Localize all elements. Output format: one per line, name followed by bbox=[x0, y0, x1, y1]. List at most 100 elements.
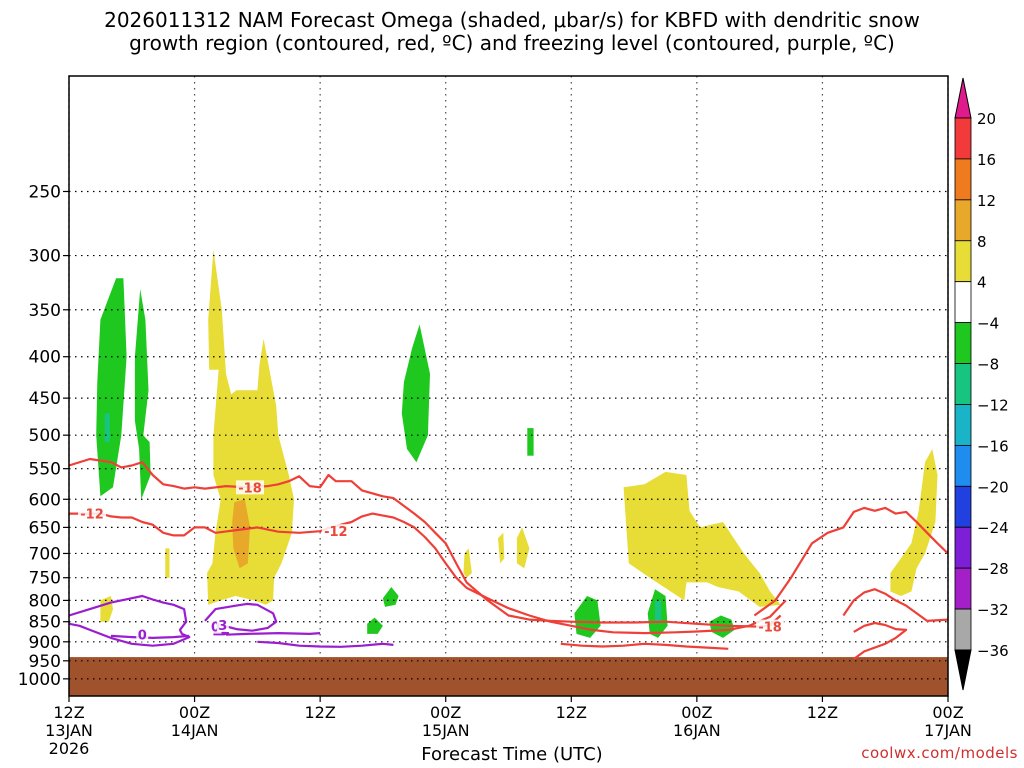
omega-region-19 bbox=[623, 471, 781, 607]
omega-region-14 bbox=[165, 548, 170, 578]
chart-title-line1: 2026011312 NAM Forecast Omega (shaded, μ… bbox=[104, 8, 920, 32]
x-tick-label-24-0: 12Z bbox=[304, 703, 335, 722]
y-tick-label-700: 700 bbox=[29, 544, 61, 564]
colorbar-label-13: −36 bbox=[977, 642, 1009, 660]
snow-growth-contour-2 bbox=[753, 506, 948, 617]
plot-frame bbox=[68, 75, 949, 697]
colorbar-label-5: −4 bbox=[977, 315, 999, 333]
colorbar-band-0 bbox=[954, 117, 972, 160]
colorbar-band-5 bbox=[954, 322, 972, 364]
x-tick-label-84-0: 00Z bbox=[932, 703, 963, 722]
y-tick-label-500: 500 bbox=[29, 426, 61, 446]
y-axis-tick-labels: 2503003504004505005506006507007508008509… bbox=[18, 182, 69, 690]
x-tick-label-36-0: 00Z bbox=[430, 703, 461, 722]
contour-label-bg-6 bbox=[216, 618, 229, 633]
colorbar-label-11: −28 bbox=[977, 560, 1009, 578]
x-tick-label-0-0: 12Z bbox=[53, 703, 84, 722]
colorbar-over-arrow bbox=[954, 77, 972, 119]
omega-region-10 bbox=[709, 615, 735, 638]
colorbar-label-4: 4 bbox=[977, 274, 987, 292]
contour-lines bbox=[69, 457, 948, 660]
freezing-level-contour-5 bbox=[225, 632, 321, 636]
colorbar-band-1 bbox=[954, 158, 972, 201]
colorbar-under-arrow bbox=[954, 649, 972, 691]
colorbar-label-8: −16 bbox=[977, 437, 1009, 455]
omega-region-7 bbox=[574, 596, 601, 638]
omega-region-18 bbox=[516, 527, 530, 569]
contour-label-5: 0 bbox=[211, 621, 220, 636]
y-tick-label-950: 950 bbox=[29, 652, 61, 672]
omega-region-16 bbox=[463, 548, 472, 578]
omega-region-3 bbox=[401, 324, 430, 463]
contour-label-3: -18 bbox=[758, 621, 782, 636]
colorbar-label-12: −32 bbox=[977, 601, 1009, 619]
omega-region-2 bbox=[134, 289, 151, 500]
y-tick-label-900: 900 bbox=[29, 633, 61, 653]
x-tick-label-48-0: 12Z bbox=[556, 703, 587, 722]
omega-region-11 bbox=[208, 249, 226, 374]
chart-title-line2: growth region (contoured, red, ºC) and f… bbox=[129, 31, 895, 55]
x-tick-label-0-1: 13JAN bbox=[45, 721, 93, 740]
plot-border bbox=[68, 75, 949, 697]
omega-region-4 bbox=[527, 428, 534, 456]
y-tick-label-550: 550 bbox=[29, 460, 61, 480]
omega-region-17 bbox=[498, 532, 505, 564]
x-tick-label-60-0: 00Z bbox=[681, 703, 712, 722]
x-tick-label-84-1: 17JAN bbox=[924, 721, 972, 740]
omega-region-5 bbox=[382, 587, 399, 607]
colorbar-band-3 bbox=[954, 240, 972, 283]
x-tick-label-12-0: 00Z bbox=[179, 703, 210, 722]
x-tick-label-72-0: 12Z bbox=[807, 703, 838, 722]
colorbar-band-12 bbox=[954, 608, 972, 651]
contour-label-bg-4 bbox=[136, 627, 149, 642]
colorbar-label-1: 16 bbox=[977, 151, 996, 169]
snow-growth-contour-0 bbox=[69, 457, 782, 628]
contour-label-bg-0 bbox=[236, 480, 265, 495]
y-tick-label-600: 600 bbox=[29, 490, 61, 510]
omega-region-6 bbox=[367, 617, 383, 634]
colorbar-band-11 bbox=[954, 567, 972, 610]
y-tick-label-350: 350 bbox=[29, 301, 61, 321]
y-tick-label-400: 400 bbox=[29, 348, 61, 368]
y-tick-label-300: 300 bbox=[29, 247, 61, 267]
snow-growth-contour-3 bbox=[842, 588, 948, 622]
omega-region-1 bbox=[104, 413, 110, 443]
site-credit: coolwx.com/models bbox=[861, 744, 1018, 762]
contour-label-1: -12 bbox=[80, 508, 104, 523]
snow-growth-contour-1 bbox=[69, 512, 787, 635]
colorbar-label-9: −20 bbox=[977, 478, 1009, 496]
omega-shading bbox=[96, 249, 938, 638]
contour-label-6: 3 bbox=[218, 619, 227, 634]
x-tick-label-0-2: 2026 bbox=[49, 739, 90, 758]
colorbar-band-8 bbox=[954, 444, 972, 487]
contour-label-2: -12 bbox=[324, 525, 348, 540]
x-tick-label-60-1: 16JAN bbox=[673, 721, 721, 740]
y-tick-label-450: 450 bbox=[29, 389, 61, 409]
contour-label-bg-2 bbox=[321, 524, 350, 539]
x-tick-label-12-1: 14JAN bbox=[171, 721, 219, 740]
contour-label-4: 0 bbox=[138, 629, 147, 644]
y-tick-label-750: 750 bbox=[29, 569, 61, 589]
freezing-level-contour-2 bbox=[204, 602, 278, 632]
colorbar-label-7: −12 bbox=[977, 396, 1009, 414]
ground-surface bbox=[69, 657, 948, 696]
omega-region-9 bbox=[655, 600, 662, 622]
omega-region-20 bbox=[890, 449, 938, 596]
freezing-level-contour-0 bbox=[69, 594, 191, 647]
y-tick-label-800: 800 bbox=[29, 591, 61, 611]
colorbar-label-6: −8 bbox=[977, 356, 999, 374]
grid-lines bbox=[68, 76, 949, 680]
colorbar-label-10: −24 bbox=[977, 519, 1009, 537]
contour-label-bg-1 bbox=[78, 506, 107, 521]
contour-label-0: -18 bbox=[238, 481, 262, 496]
snow-growth-contour-5 bbox=[560, 642, 729, 650]
y-tick-label-650: 650 bbox=[29, 518, 61, 538]
y-tick-label-250: 250 bbox=[29, 182, 61, 202]
ground-fill bbox=[69, 657, 948, 696]
colorbar-label-3: 8 bbox=[977, 233, 987, 251]
colorbar-band-4 bbox=[954, 281, 972, 324]
omega-region-12 bbox=[207, 338, 294, 605]
colorbar-label-2: 12 bbox=[977, 192, 996, 210]
